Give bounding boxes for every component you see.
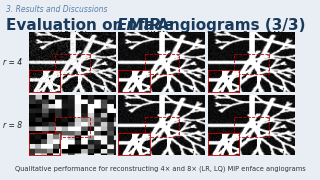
Text: (LR, LQ): (LR, LQ) <box>57 31 87 40</box>
Text: Evaluation on MIP: Evaluation on MIP <box>6 18 166 33</box>
Text: HARNet: HARNet <box>147 31 177 40</box>
Text: r = 8: r = 8 <box>3 121 22 130</box>
Text: Angiograms (3/3): Angiograms (3/3) <box>152 18 306 33</box>
Text: DenseReconGAN: DenseReconGAN <box>219 31 283 40</box>
Bar <box>55 117 90 137</box>
Bar <box>235 117 269 137</box>
Bar <box>145 117 180 137</box>
Bar <box>145 54 180 74</box>
Bar <box>55 54 90 74</box>
Text: Enface: Enface <box>117 18 174 33</box>
Text: r = 4: r = 4 <box>3 58 22 67</box>
Text: 3. Results and Discussions: 3. Results and Discussions <box>6 5 108 14</box>
Bar <box>235 54 269 74</box>
Text: Qualitative performance for reconstructing 4× and 8× (LR, LQ) MIP enface angiogr: Qualitative performance for reconstructi… <box>15 166 305 172</box>
